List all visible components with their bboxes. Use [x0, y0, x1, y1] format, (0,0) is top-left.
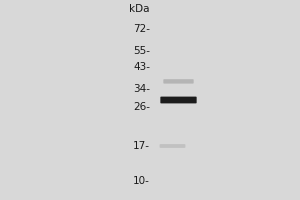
FancyBboxPatch shape	[160, 144, 185, 148]
FancyBboxPatch shape	[163, 79, 194, 84]
Text: 72-: 72-	[133, 24, 150, 34]
Text: 10-: 10-	[133, 176, 150, 186]
Text: 43-: 43-	[133, 62, 150, 72]
Text: 34-: 34-	[133, 84, 150, 94]
FancyBboxPatch shape	[160, 97, 197, 103]
Text: kDa: kDa	[130, 4, 150, 14]
Text: 55-: 55-	[133, 46, 150, 56]
Text: 17-: 17-	[133, 141, 150, 151]
Text: 26-: 26-	[133, 102, 150, 112]
